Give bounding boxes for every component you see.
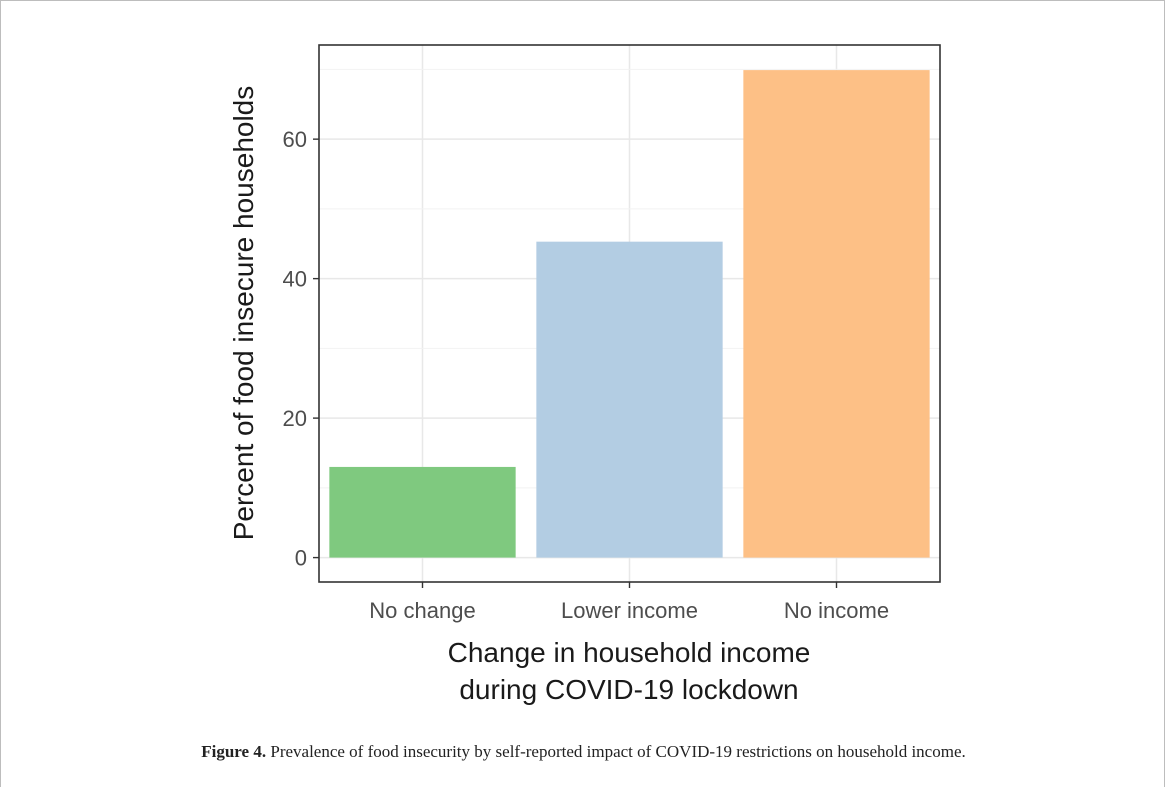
x-axis-label-line2: during COVID-19 lockdown: [459, 674, 798, 705]
x-axis-ticks: No change Lower income No income: [369, 582, 889, 623]
x-axis-label-line1: Change in household income: [448, 637, 811, 668]
y-tick-label: 20: [283, 406, 307, 431]
caption-label: Figure 4.: [201, 742, 267, 761]
y-axis-ticks: 0 20 40 60: [283, 127, 319, 571]
bar-no-income: [743, 70, 930, 558]
x-tick-label: Lower income: [561, 598, 698, 623]
x-tick-label: No change: [369, 598, 475, 623]
y-tick-label: 40: [283, 267, 307, 292]
bar-chart: 0 20 40 60 No change Lower income No income P…: [228, 44, 941, 705]
bar-lower-income: [536, 241, 723, 558]
caption-text: Prevalence of food insecurity by self-re…: [266, 742, 966, 761]
bar-no-change: [329, 466, 516, 558]
y-tick-label: 0: [295, 546, 307, 571]
bars: [329, 70, 930, 558]
y-axis-label: Percent of food insecure households: [228, 86, 259, 541]
figure-caption: Figure 4. Prevalence of food insecurity …: [0, 742, 1167, 762]
x-tick-label: No income: [784, 598, 889, 623]
y-tick-label: 60: [283, 127, 307, 152]
